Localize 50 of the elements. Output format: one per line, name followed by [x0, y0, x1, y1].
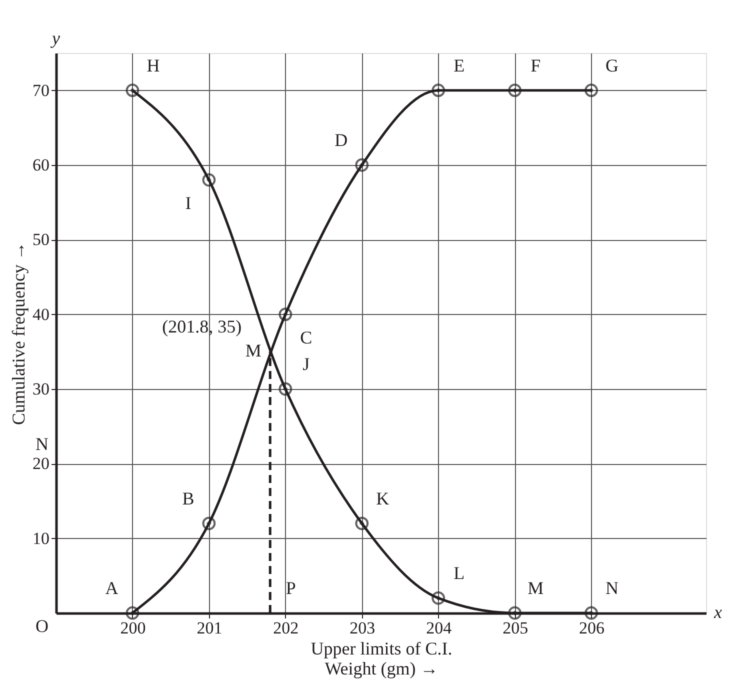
annotation: F: [530, 55, 541, 76]
annotation: M: [245, 340, 262, 361]
point: [278, 308, 292, 322]
x-tick-label: 205: [502, 618, 528, 638]
annotation: J: [302, 354, 310, 374]
x-tick-label: 202: [273, 618, 299, 638]
point: [508, 84, 522, 98]
y-tick-label: 50: [32, 230, 50, 250]
y-tick-label: 70: [32, 80, 50, 100]
annotation: P: [286, 578, 296, 598]
point: [432, 84, 446, 98]
annotation: G: [606, 55, 619, 76]
annotation: L: [454, 563, 465, 584]
point: [584, 84, 598, 98]
y-tick-label: 10: [32, 528, 50, 548]
y-tick-label: 30: [32, 380, 50, 398]
y-tick-label: 40: [32, 304, 50, 324]
x-tick-label: 201: [196, 618, 222, 638]
point: [126, 84, 140, 98]
y-axis-title: Cumulative frequency →: [8, 242, 28, 425]
text: N: [36, 434, 48, 454]
point: [355, 158, 369, 172]
point: [202, 516, 216, 530]
annotation: C: [300, 327, 312, 348]
text: x: [713, 602, 722, 622]
annotation: N: [606, 578, 619, 598]
y-tick-label: 20: [32, 454, 50, 474]
annotation: I: [185, 192, 192, 213]
annotation: E: [454, 55, 465, 76]
x-tick-label: 200: [120, 618, 146, 638]
annotation: D: [334, 130, 348, 150]
point: [584, 606, 598, 620]
point: [278, 382, 292, 396]
annotation: H: [146, 55, 160, 76]
x-tick-label: 206: [579, 618, 605, 638]
text: y: [50, 28, 60, 48]
point: [202, 173, 216, 187]
point: [355, 516, 369, 530]
point: [126, 606, 140, 620]
x-tick-label: 203: [350, 618, 376, 638]
annotation: K: [376, 488, 390, 508]
annotation: A: [105, 578, 118, 598]
text: O: [36, 616, 48, 636]
annotation: B: [182, 488, 194, 508]
x-axis-title: Upper limits of C.I. Weight (gm) →: [310, 638, 452, 678]
point: [432, 591, 446, 605]
x-tick-label: 204: [426, 618, 452, 638]
point: [508, 606, 522, 620]
annotation: M: [528, 578, 544, 598]
y-tick-label: 60: [32, 156, 50, 174]
